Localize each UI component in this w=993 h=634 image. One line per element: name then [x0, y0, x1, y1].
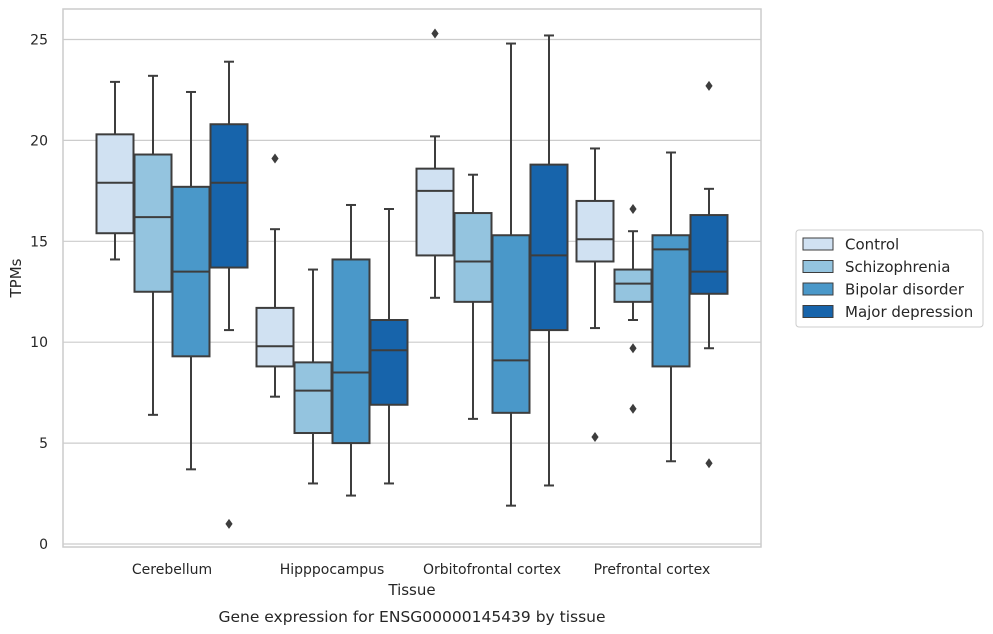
box-major-depression — [209, 60, 249, 529]
x-tick-labels: Cerebellum Hipppocampus Orbitofrontal cort… — [132, 562, 710, 578]
legend-swatch — [802, 282, 834, 296]
box-major-depression — [529, 34, 569, 487]
legend-swatch — [802, 260, 834, 273]
box-iqr — [369, 319, 409, 406]
box-bipolar-disorder — [491, 42, 531, 507]
legend-label: Bipolar disorder — [845, 281, 965, 299]
outlier-point — [705, 80, 713, 91]
box-iqr — [453, 212, 493, 303]
legend: Control Schizophrenia Bipolar disorder Majo… — [795, 229, 984, 328]
box-control — [575, 147, 615, 443]
box-iqr — [689, 214, 729, 295]
boxes — [95, 28, 729, 529]
y-tick-label-5: 5 — [39, 436, 48, 452]
x-tick-label: Prefrontal cortex — [594, 562, 711, 578]
outlier-point — [705, 458, 713, 469]
legend-swatch — [802, 305, 834, 318]
box-schizophrenia — [453, 173, 493, 420]
box-iqr — [415, 167, 455, 257]
outlier-point — [431, 28, 439, 39]
box-iqr — [529, 163, 569, 332]
plot-frame — [62, 8, 762, 548]
box-control — [415, 28, 455, 299]
legend-label: Major depression — [845, 303, 973, 321]
x-axis-label: Tissue — [387, 581, 435, 599]
outlier-point — [629, 204, 637, 215]
legend-frame — [795, 229, 984, 328]
y-tick-label-0: 0 — [39, 537, 48, 553]
box-iqr — [255, 306, 295, 368]
box-iqr — [95, 133, 135, 235]
y-tick-labels: 0 5 10 15 20 25 — [30, 33, 48, 554]
box-bipolar-disorder — [171, 90, 211, 471]
box-iqr — [133, 153, 173, 293]
outlier-point — [271, 153, 279, 164]
y-axis-label: TPMs — [7, 258, 25, 298]
box-iqr — [331, 258, 371, 445]
box-control — [255, 153, 295, 398]
x-tick-label: Cerebellum — [132, 562, 212, 578]
legend-label: Control — [845, 236, 899, 254]
box-iqr — [209, 123, 249, 269]
box-iqr — [613, 268, 653, 303]
box-major-depression — [689, 80, 729, 469]
outlier-point — [591, 432, 599, 443]
outlier-point — [225, 518, 233, 529]
box-iqr — [491, 234, 531, 414]
y-tick-label-15: 15 — [30, 234, 48, 250]
box-major-depression — [369, 208, 409, 485]
legend-swatch — [802, 237, 834, 251]
x-tick-label: Hipppocampus — [280, 562, 385, 578]
chart-caption: Gene expression for ENSG00000145439 by t… — [218, 608, 605, 626]
box-bipolar-disorder — [651, 151, 691, 463]
outlier-point — [629, 343, 637, 354]
y-tick-label-10: 10 — [30, 335, 48, 351]
box-schizophrenia — [133, 74, 173, 416]
box-iqr — [651, 234, 691, 368]
box-bipolar-disorder — [331, 203, 371, 497]
legend-label: Schizophrenia — [845, 258, 950, 276]
x-tick-label: Orbitofrontal cortex — [423, 562, 561, 578]
box-iqr — [293, 361, 333, 435]
box-schizophrenia — [613, 204, 653, 414]
outlier-point — [629, 403, 637, 414]
y-tick-label-25: 25 — [30, 33, 48, 49]
y-tick-label-20: 20 — [30, 133, 48, 149]
box-iqr — [575, 199, 615, 263]
